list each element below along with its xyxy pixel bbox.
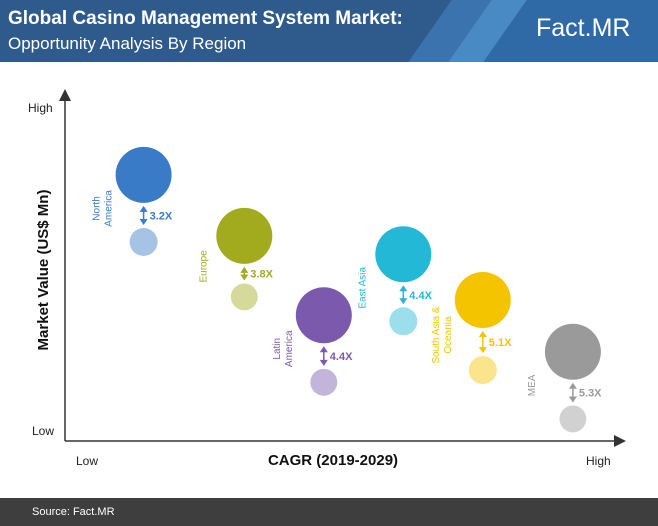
arrowhead-up-europe <box>240 266 249 273</box>
bubble-current-east-asia <box>375 226 432 283</box>
region-label-east-asia: East Asia <box>357 266 368 308</box>
region-label-line: South Asia & <box>431 306 442 364</box>
region-label-latin-america: LatinAmerica <box>272 330 295 367</box>
region-label-line: East Asia <box>357 266 368 308</box>
region-label-mea: MEA <box>527 374 538 396</box>
bubble-future-latin-america <box>310 368 338 396</box>
region-north-america: 3.2X NorthAmerica <box>92 146 173 256</box>
y-high-label: High <box>28 101 53 115</box>
arrowhead-up-mea <box>568 382 577 389</box>
arrowhead-up-north-america <box>139 205 148 212</box>
logo-main: Fact <box>536 14 585 42</box>
ratio-label-mea: 5.3X <box>579 388 602 400</box>
x-axis-title: CAGR (2019-2029) <box>268 452 398 469</box>
source-note: Source: Fact.MR <box>32 506 115 518</box>
region-latin-america: 4.4X LatinAmerica <box>272 287 353 396</box>
region-label-line: Oceania <box>443 316 454 354</box>
bubble-current-latin-america <box>295 287 352 344</box>
arrowhead-down-north-america <box>139 219 148 225</box>
y-low-label: Low <box>32 424 54 438</box>
y-axis-title: Market Value (US$ Mn) <box>35 190 52 351</box>
arrowhead-up-south-asia-oceania <box>478 330 487 337</box>
header-banner: Global Casino Management System Market: … <box>0 0 658 62</box>
region-label-line: America <box>284 330 295 367</box>
region-east-asia: 4.4X East Asia <box>357 226 433 336</box>
bubble-future-north-america <box>129 228 158 256</box>
arrowhead-down-latin-america <box>319 359 328 366</box>
region-label-south-asia-oceania: South Asia &Oceania <box>431 306 454 364</box>
bubble-current-europe <box>216 207 273 264</box>
arrowhead-up-latin-america <box>319 346 328 353</box>
chart-subtitle: Opportunity Analysis By Region <box>8 34 247 53</box>
ratio-label-latin-america: 4.4X <box>330 351 353 363</box>
arrowhead-down-mea <box>568 396 577 403</box>
region-label-line: Europe <box>198 250 209 283</box>
region-label-line: North <box>92 196 103 220</box>
region-mea: 5.3X MEA <box>527 323 602 433</box>
x-high-label: High <box>586 454 611 468</box>
bubble-future-mea <box>559 405 587 433</box>
chart-title: Global Casino Management System Market: <box>8 8 403 29</box>
factmr-logo: Fact.MR <box>536 14 648 44</box>
region-label-north-america: NorthAmerica <box>92 190 115 227</box>
bubble-current-south-asia-oceania <box>454 271 511 328</box>
region-south-asia-oceania: 5.1X South Asia &Oceania <box>431 271 512 385</box>
bubble-future-europe <box>230 283 258 311</box>
arrowhead-down-south-asia-oceania <box>478 347 487 354</box>
arrowhead-up-east-asia <box>399 285 408 292</box>
region-label-europe: Europe <box>198 250 209 283</box>
ratio-label-south-asia-oceania: 5.1X <box>489 337 512 349</box>
arrowhead-down-east-asia <box>399 298 408 305</box>
region-label-line: America <box>104 190 115 227</box>
region-label-line: MEA <box>527 374 538 396</box>
ratio-label-europe: 3.8X <box>250 269 273 281</box>
bubble-future-east-asia <box>389 307 418 336</box>
footer-bar: Source: Fact.MR <box>0 498 658 526</box>
bubble-future-south-asia-oceania <box>468 356 497 385</box>
region-europe: 3.8X Europe <box>198 207 274 311</box>
x-low-label: Low <box>76 454 98 468</box>
bubble-chart: High Low Low High CAGR (2019-2029) Marke… <box>28 89 626 469</box>
bubble-current-north-america <box>115 146 172 203</box>
region-label-line: Latin <box>272 338 283 360</box>
ratio-label-east-asia: 4.4X <box>409 290 432 302</box>
ratio-label-north-america: 3.2X <box>150 210 173 222</box>
logo-accent: .MR <box>584 14 631 42</box>
region-bubbles: 3.2XNorthAmerica3.8XEurope4.4XLatinAmeri… <box>92 146 602 433</box>
arrowhead-down-europe <box>240 274 249 281</box>
bubble-current-mea <box>544 323 601 380</box>
